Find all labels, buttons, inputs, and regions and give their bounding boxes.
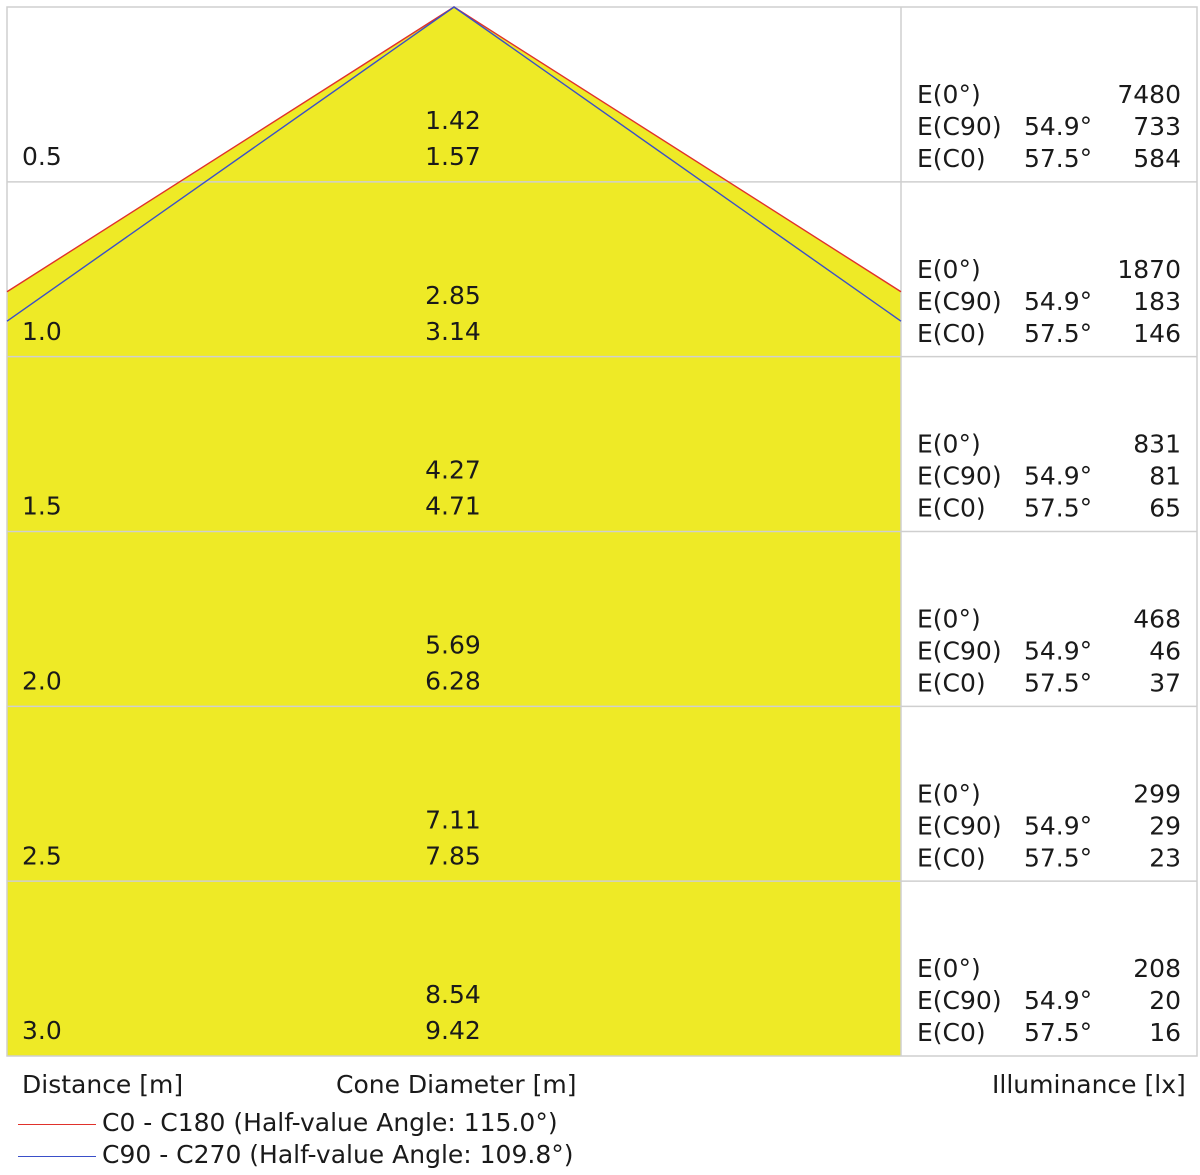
e0-value: 1870 — [1117, 255, 1181, 284]
ec0-label: E(C0) — [917, 843, 986, 872]
e0-value: 468 — [1133, 605, 1181, 634]
distance-label: 0.5 — [22, 142, 62, 171]
ec0-label: E(C0) — [917, 669, 986, 698]
ec90-angle: 54.9° — [1024, 986, 1092, 1015]
ec0-angle: 57.5° — [1024, 494, 1092, 523]
legend-line-c0 — [18, 1124, 96, 1125]
distance-label: 1.0 — [22, 317, 62, 346]
ec0-angle: 57.5° — [1024, 669, 1092, 698]
cone-diameter-c0: 7.85 — [425, 841, 481, 870]
e0-label: E(0°) — [917, 430, 981, 459]
e0-label: E(0°) — [917, 954, 981, 983]
cone-diameter-c0: 1.57 — [425, 142, 481, 171]
ec0-value: 16 — [1149, 1018, 1181, 1047]
ec90-value: 20 — [1149, 986, 1181, 1015]
ec90-angle: 54.9° — [1024, 287, 1092, 316]
ec90-value: 46 — [1149, 637, 1181, 666]
ec90-label: E(C90) — [917, 462, 1002, 491]
ec0-value: 23 — [1149, 843, 1181, 872]
ec0-value: 65 — [1149, 494, 1181, 523]
ec90-angle: 54.9° — [1024, 811, 1092, 840]
ec90-angle: 54.9° — [1024, 637, 1092, 666]
distance-label: 2.0 — [22, 667, 62, 696]
ec0-value: 37 — [1149, 669, 1181, 698]
ec90-label: E(C90) — [917, 986, 1002, 1015]
ec0-angle: 57.5° — [1024, 144, 1092, 173]
cone-diagram: 0.5 1.42 1.57 E(0°) 7480 E(C90) 54.9° 733 E(C0) 5… — [6, 6, 1198, 1057]
ec0-value: 584 — [1133, 144, 1181, 173]
cone-diameter-c90: 2.85 — [425, 281, 481, 310]
e0-value: 831 — [1133, 430, 1181, 459]
x-axis-label: Cone Diameter [m] — [336, 1070, 577, 1099]
legend-label-c0: C0 - C180 (Half-value Angle: 115.0°) — [102, 1108, 558, 1137]
ec0-angle: 57.5° — [1024, 319, 1092, 348]
ec90-angle: 54.9° — [1024, 462, 1092, 491]
distance-label: 2.5 — [22, 841, 62, 870]
cone-diameter-c0: 3.14 — [425, 317, 481, 346]
ec0-label: E(C0) — [917, 319, 986, 348]
cone-diameter-c0: 6.28 — [425, 667, 481, 696]
cone-diameter-c90: 4.27 — [425, 456, 481, 485]
ec90-value: 29 — [1149, 811, 1181, 840]
y-axis-label: Distance [m] — [22, 1070, 184, 1099]
e0-label: E(0°) — [917, 255, 981, 284]
ec0-angle: 57.5° — [1024, 1018, 1092, 1047]
e0-value: 7480 — [1117, 80, 1181, 109]
ec90-label: E(C90) — [917, 112, 1002, 141]
e0-value: 299 — [1133, 779, 1181, 808]
ec90-angle: 54.9° — [1024, 112, 1092, 141]
cone-diameter-c90: 7.11 — [425, 805, 481, 834]
c90-c270-line — [6, 6, 902, 322]
ec0-angle: 57.5° — [1024, 843, 1092, 872]
cone-diameter-c0: 4.71 — [425, 492, 481, 521]
cone-diameter-c90: 8.54 — [425, 980, 481, 1009]
ec0-label: E(C0) — [917, 144, 986, 173]
cone-diameter-c0: 9.42 — [425, 1016, 481, 1045]
e0-label: E(0°) — [917, 80, 981, 109]
ec90-label: E(C90) — [917, 811, 1002, 840]
cone-diameter-c90: 5.69 — [425, 631, 481, 660]
ec0-label: E(C0) — [917, 494, 986, 523]
legend-label-c90: C90 - C270 (Half-value Angle: 109.8°) — [102, 1140, 574, 1169]
illuminance-axis-label: Illuminance [lx] — [992, 1070, 1186, 1099]
ec90-label: E(C90) — [917, 287, 1002, 316]
e0-label: E(0°) — [917, 779, 981, 808]
ec90-value: 183 — [1133, 287, 1181, 316]
ec90-label: E(C90) — [917, 637, 1002, 666]
e0-value: 208 — [1133, 954, 1181, 983]
cone-diameter-c90: 1.42 — [425, 106, 481, 135]
ec0-label: E(C0) — [917, 1018, 986, 1047]
e0-label: E(0°) — [917, 605, 981, 634]
distance-label: 1.5 — [22, 492, 62, 521]
distance-label: 3.0 — [22, 1016, 62, 1045]
ec0-value: 146 — [1133, 319, 1181, 348]
ec90-value: 81 — [1149, 462, 1181, 491]
legend-line-c90 — [18, 1156, 96, 1157]
ec90-value: 733 — [1133, 112, 1181, 141]
